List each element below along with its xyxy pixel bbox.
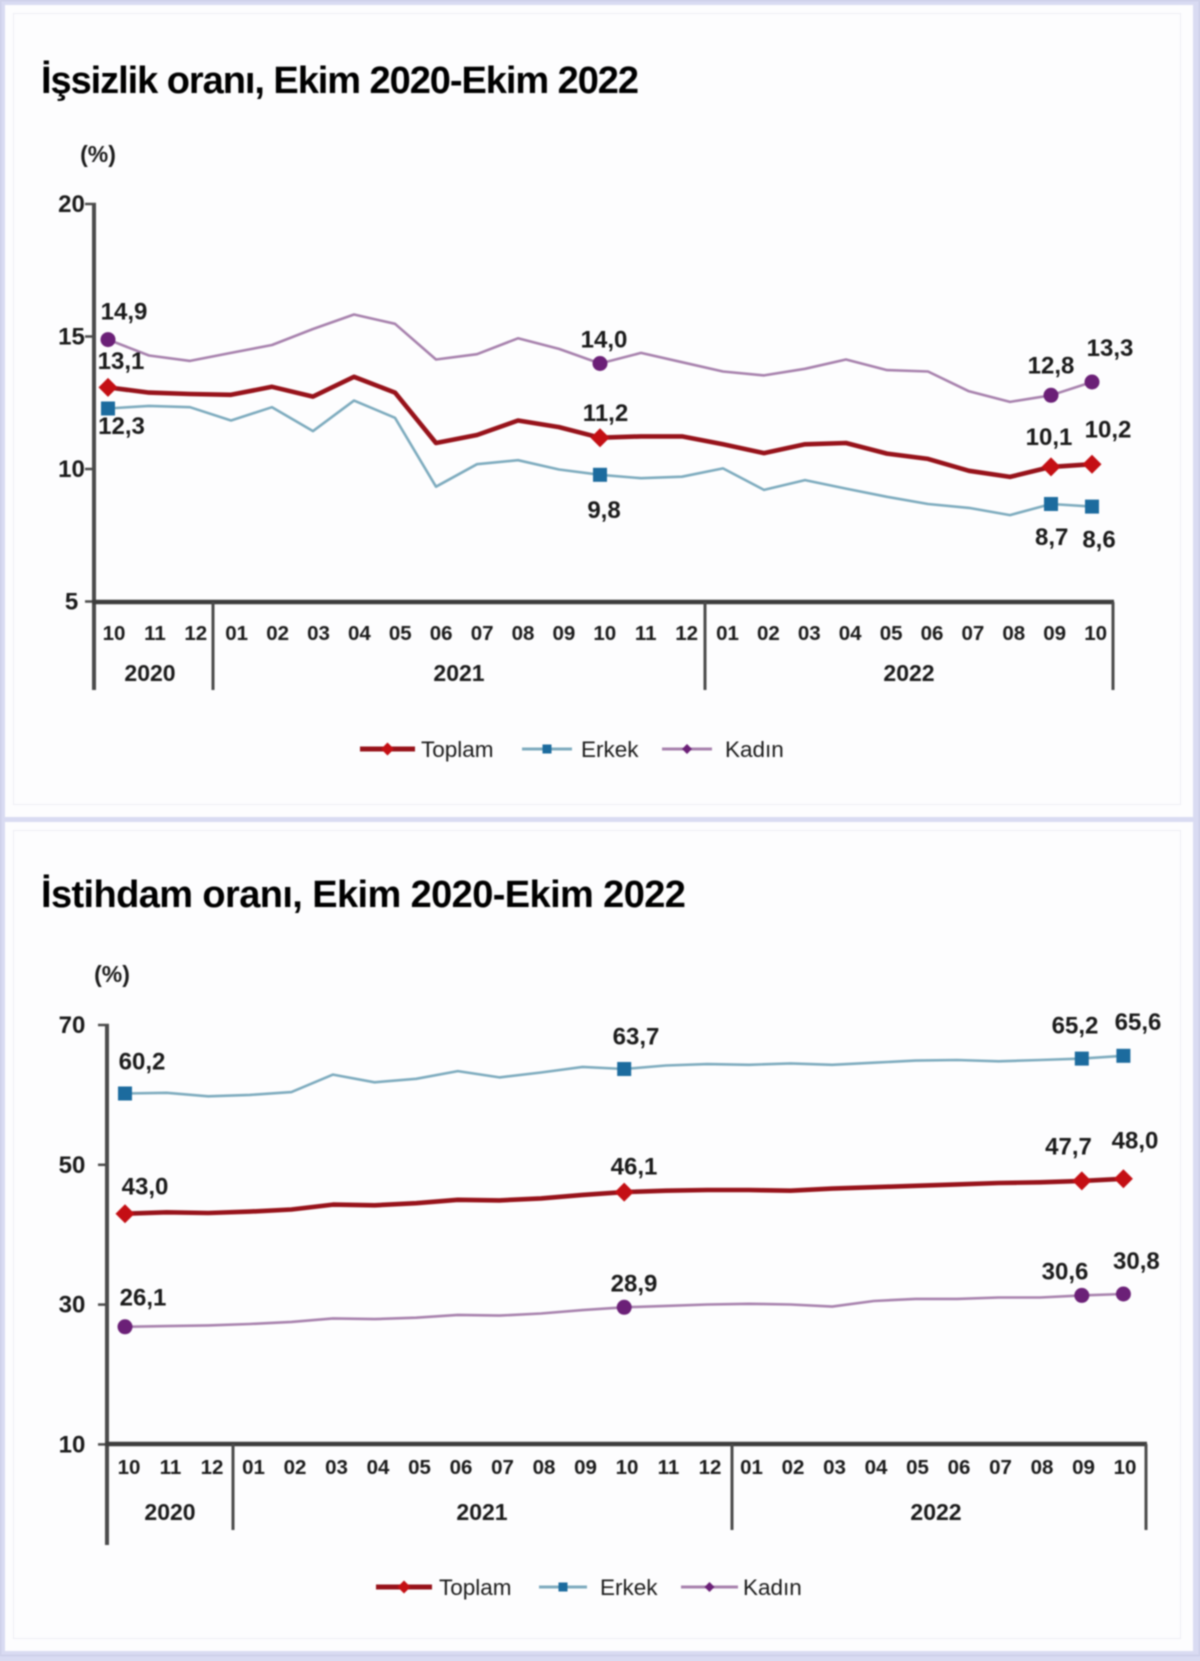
svg-text:28,9: 28,9 [611, 1271, 658, 1298]
svg-text:10: 10 [1084, 622, 1107, 645]
svg-text:06: 06 [921, 622, 944, 645]
svg-text:13,3: 13,3 [1087, 335, 1134, 362]
svg-text:Toplam: Toplam [439, 1575, 512, 1600]
svg-text:63,7: 63,7 [613, 1024, 660, 1051]
svg-text:11: 11 [658, 1456, 680, 1479]
svg-text:14,9: 14,9 [101, 299, 148, 326]
svg-text:2022: 2022 [883, 660, 934, 686]
svg-text:12: 12 [201, 1456, 224, 1479]
svg-text:10: 10 [593, 622, 616, 645]
svg-text:03: 03 [325, 1456, 348, 1479]
svg-text:İstihdam oranı, Ekim 2020-Ekim: İstihdam oranı, Ekim 2020-Ekim 2022 [41, 874, 685, 916]
svg-text:02: 02 [782, 1456, 805, 1479]
svg-text:09: 09 [552, 622, 575, 645]
svg-text:09: 09 [1043, 622, 1066, 645]
svg-text:Erkek: Erkek [581, 737, 639, 762]
svg-text:02: 02 [284, 1456, 307, 1479]
svg-text:04: 04 [367, 1456, 390, 1479]
svg-text:(%): (%) [94, 961, 130, 987]
svg-text:30: 30 [59, 1292, 86, 1319]
svg-text:47,7: 47,7 [1045, 1134, 1092, 1161]
svg-text:46,1: 46,1 [611, 1154, 658, 1181]
svg-text:10: 10 [58, 456, 85, 483]
svg-text:08: 08 [533, 1456, 556, 1479]
svg-text:12: 12 [675, 622, 698, 645]
svg-text:11: 11 [144, 622, 166, 645]
svg-text:02: 02 [266, 622, 289, 645]
svg-text:07: 07 [471, 622, 494, 645]
svg-text:05: 05 [389, 622, 412, 645]
svg-text:10,2: 10,2 [1085, 417, 1132, 444]
svg-text:08: 08 [1002, 622, 1025, 645]
svg-text:08: 08 [1031, 1456, 1054, 1479]
svg-text:48,0: 48,0 [1112, 1128, 1159, 1155]
svg-text:04: 04 [839, 622, 862, 645]
svg-text:65,6: 65,6 [1115, 1009, 1162, 1036]
svg-text:04: 04 [348, 622, 371, 645]
svg-text:10: 10 [1114, 1456, 1137, 1479]
svg-text:5: 5 [65, 589, 78, 616]
svg-text:30,8: 30,8 [1113, 1248, 1160, 1275]
svg-text:10: 10 [616, 1456, 639, 1479]
svg-text:Toplam: Toplam [421, 737, 494, 762]
svg-text:Kadın: Kadın [743, 1575, 802, 1600]
svg-text:05: 05 [880, 622, 903, 645]
svg-text:60,2: 60,2 [119, 1049, 166, 1076]
svg-text:30,6: 30,6 [1042, 1259, 1089, 1286]
svg-text:06: 06 [450, 1456, 473, 1479]
svg-text:01: 01 [740, 1456, 763, 1479]
svg-text:01: 01 [242, 1456, 265, 1479]
svg-text:10: 10 [118, 1456, 141, 1479]
svg-text:08: 08 [512, 622, 535, 645]
svg-text:01: 01 [225, 622, 248, 645]
svg-text:2020: 2020 [144, 1499, 195, 1525]
svg-text:10,1: 10,1 [1026, 424, 1073, 451]
svg-text:11: 11 [160, 1456, 182, 1479]
svg-text:14,0: 14,0 [581, 327, 628, 354]
svg-text:09: 09 [1072, 1456, 1095, 1479]
svg-text:12: 12 [699, 1456, 722, 1479]
svg-text:05: 05 [906, 1456, 929, 1479]
svg-text:11,2: 11,2 [583, 400, 628, 427]
svg-text:2021: 2021 [456, 1499, 507, 1525]
svg-text:11: 11 [635, 622, 657, 645]
svg-text:70: 70 [59, 1012, 86, 1039]
svg-text:Erkek: Erkek [600, 1575, 658, 1600]
svg-text:50: 50 [59, 1152, 86, 1179]
svg-text:07: 07 [491, 1456, 514, 1479]
svg-text:26,1: 26,1 [120, 1285, 167, 1312]
svg-text:İşsizlik oranı, Ekim 2020-Ekim: İşsizlik oranı, Ekim 2020-Ekim 2022 [41, 60, 638, 102]
svg-text:2021: 2021 [433, 660, 484, 686]
svg-text:2020: 2020 [124, 660, 175, 686]
svg-text:12,8: 12,8 [1028, 353, 1075, 380]
svg-text:65,2: 65,2 [1052, 1013, 1099, 1040]
svg-text:(%): (%) [80, 141, 116, 167]
svg-text:20: 20 [58, 191, 85, 218]
svg-text:03: 03 [307, 622, 330, 645]
svg-text:01: 01 [716, 622, 739, 645]
svg-text:04: 04 [865, 1456, 888, 1479]
svg-text:43,0: 43,0 [122, 1174, 169, 1201]
svg-text:06: 06 [948, 1456, 971, 1479]
svg-text:15: 15 [58, 324, 85, 351]
svg-text:03: 03 [798, 622, 821, 645]
svg-text:07: 07 [961, 622, 984, 645]
svg-text:10: 10 [103, 622, 126, 645]
svg-text:2022: 2022 [910, 1499, 961, 1525]
svg-text:07: 07 [989, 1456, 1012, 1479]
svg-text:12: 12 [184, 622, 207, 645]
svg-text:8,7: 8,7 [1035, 524, 1068, 551]
svg-text:12,3: 12,3 [98, 413, 145, 440]
svg-text:02: 02 [757, 622, 780, 645]
svg-text:05: 05 [408, 1456, 431, 1479]
svg-text:03: 03 [823, 1456, 846, 1479]
svg-text:Kadın: Kadın [725, 737, 784, 762]
svg-text:13,1: 13,1 [98, 348, 145, 375]
svg-text:8,6: 8,6 [1082, 527, 1115, 554]
svg-text:10: 10 [59, 1431, 86, 1458]
svg-text:9,8: 9,8 [587, 497, 620, 524]
svg-text:06: 06 [430, 622, 453, 645]
svg-text:09: 09 [574, 1456, 597, 1479]
